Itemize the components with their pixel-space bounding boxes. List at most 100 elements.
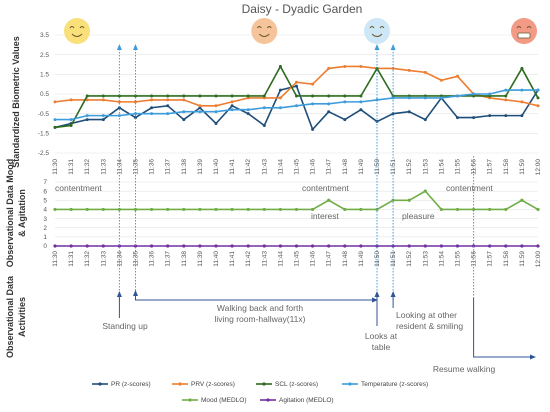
- x-tick-label: 11:34: [116, 251, 123, 267]
- data-point: [520, 198, 524, 202]
- legend-entry: Agitation (MEDLO): [260, 397, 334, 404]
- data-point: [472, 92, 476, 96]
- data-point: [327, 244, 331, 248]
- x-tick-label: 11:45: [294, 159, 301, 175]
- data-point: [69, 123, 73, 127]
- data-point: [343, 94, 347, 98]
- data-point: [536, 96, 540, 100]
- series-line: [54, 85, 539, 131]
- data-point: [327, 110, 331, 114]
- data-point: [230, 108, 234, 112]
- data-point: [343, 207, 347, 212]
- data-point: [359, 94, 363, 98]
- data-point: [504, 207, 508, 212]
- activity-label: living room-hallway(11x): [214, 314, 305, 324]
- data-point: [504, 88, 508, 92]
- x-tick-label: 11:51: [390, 251, 397, 267]
- y-axis-label-activities: Observational Data Activities: [5, 275, 27, 358]
- emoji-face-icon: [64, 18, 90, 44]
- data-point: [85, 207, 89, 212]
- data-point: [85, 244, 89, 248]
- biometric-grid: [55, 34, 538, 154]
- data-point: [182, 98, 186, 102]
- data-point: [262, 123, 266, 127]
- legend-label: Agitation (MEDLO): [279, 397, 334, 404]
- activity-annotations: Standing up Walking back and forthliving …: [102, 290, 536, 374]
- data-point: [150, 112, 154, 116]
- data-point: [278, 88, 282, 92]
- data-point: [488, 92, 492, 96]
- data-point: [343, 244, 347, 248]
- face-mouth: [517, 32, 531, 39]
- x-tick-label: 11:58: [503, 251, 510, 267]
- data-point: [536, 88, 540, 92]
- activity-label: Looking at other: [396, 310, 457, 320]
- data-point: [101, 94, 105, 98]
- data-point: [520, 114, 524, 118]
- activity-label: resident & smiling: [396, 321, 463, 331]
- data-point: [359, 100, 363, 104]
- data-point: [455, 207, 460, 212]
- data-point: [69, 244, 73, 248]
- data-point: [536, 207, 540, 212]
- y-tick-label: 1: [43, 234, 47, 241]
- activity-arrowhead: [374, 291, 380, 297]
- y-tick-label: 1.5: [40, 72, 49, 79]
- data-point: [472, 116, 476, 120]
- data-point: [343, 100, 347, 104]
- x-tick-label: 11:41: [229, 251, 236, 267]
- mood-annotations: contentment contentment contentment interes…: [55, 183, 493, 221]
- data-point: [198, 110, 202, 114]
- x-tick-label: 11:36: [149, 251, 156, 267]
- data-point: [53, 125, 57, 129]
- data-point: [375, 244, 379, 248]
- y-tick-label: 5: [43, 197, 47, 204]
- face-mouth: [258, 33, 270, 37]
- data-point: [536, 104, 540, 108]
- data-point: [488, 244, 492, 248]
- data-point: [101, 244, 105, 248]
- x-tick-label: 11:49: [358, 159, 365, 175]
- emoji-face-icon: [511, 18, 537, 44]
- data-point: [117, 106, 121, 110]
- data-point: [182, 118, 186, 122]
- data-point: [311, 102, 315, 106]
- activity-label: Looks at: [365, 331, 398, 341]
- x-tick-label: 11:35: [133, 251, 140, 267]
- x-tick-label: 11:39: [197, 251, 204, 267]
- data-point: [133, 244, 138, 248]
- data-point: [198, 94, 202, 98]
- activity-label: Standing up: [102, 321, 148, 331]
- data-point: [198, 104, 202, 108]
- data-point: [456, 94, 459, 98]
- data-point: [85, 114, 89, 118]
- y-tick-label: 0.5: [40, 91, 49, 98]
- activity-arrowhead: [390, 291, 396, 297]
- data-point: [423, 118, 427, 122]
- data-point: [134, 94, 137, 98]
- x-tick-label: 11:57: [487, 159, 494, 175]
- data-point: [230, 94, 234, 98]
- data-point: [134, 116, 137, 120]
- biometric-x-ticks: 11:3011:3111:3211:3311:3411:3511:3611:37…: [52, 159, 542, 176]
- data-point: [166, 244, 170, 248]
- face-circle: [64, 18, 90, 44]
- activity-label: table: [372, 342, 391, 352]
- y-tick-label: -2.5: [38, 150, 50, 157]
- data-point: [407, 68, 411, 72]
- data-point: [407, 110, 411, 114]
- data-point: [343, 118, 347, 122]
- data-point: [230, 207, 234, 212]
- x-tick-label: 11:31: [68, 251, 75, 267]
- x-tick-label: 11:40: [213, 159, 220, 175]
- x-tick-label: 11:33: [100, 159, 107, 175]
- data-point: [246, 207, 250, 212]
- x-tick-label: 11:40: [213, 251, 220, 267]
- x-tick-label: 11:37: [165, 251, 172, 267]
- legend-marker: [266, 398, 270, 402]
- y-tick-label: 4: [43, 207, 47, 214]
- x-tick-label: 11:53: [422, 251, 429, 267]
- x-tick-label: 12:00: [535, 251, 542, 268]
- data-point: [198, 244, 202, 248]
- face-mouth: [371, 33, 383, 37]
